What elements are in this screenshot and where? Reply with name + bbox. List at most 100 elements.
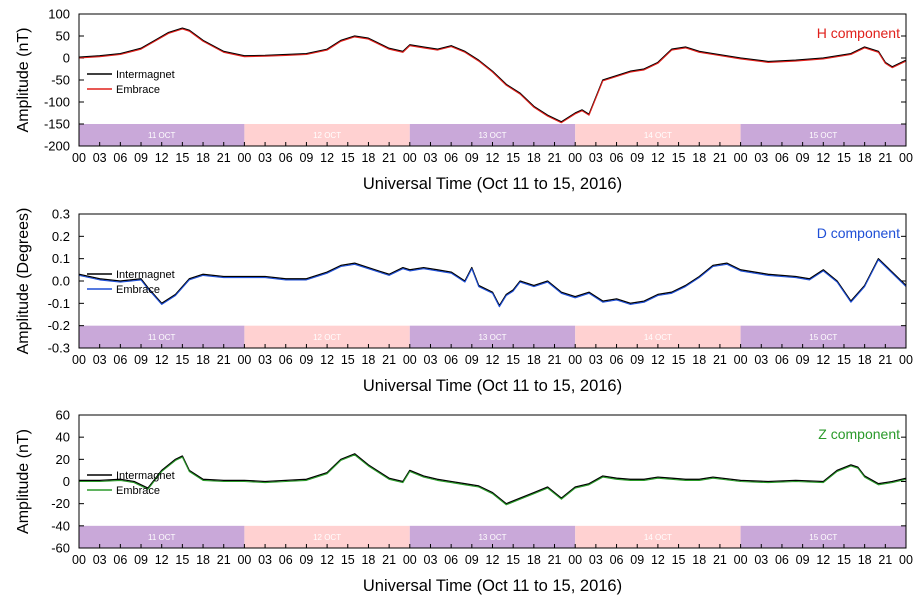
z-x-tick-label: 18 [361, 553, 375, 567]
d-x-tick-label: 09 [796, 353, 810, 367]
z-day-band [79, 525, 245, 548]
h-series-intermagnet [78, 27, 907, 123]
d-x-tick-label: 21 [217, 353, 231, 367]
h-x-tick-label: 21 [382, 151, 396, 165]
h-x-tick-label: 03 [754, 151, 768, 165]
d-x-tick-label: 21 [548, 353, 562, 367]
d-x-tick-label: 15 [506, 353, 520, 367]
z-x-tick-label: 21 [382, 553, 396, 567]
h-day-band [575, 124, 741, 146]
z-x-tick-label: 09 [630, 553, 644, 567]
h-x-tick-label: 03 [424, 151, 438, 165]
h-x-tick-label: 09 [465, 151, 479, 165]
d-x-tick-label: 21 [878, 353, 892, 367]
d-day-label: 13 OCT [478, 333, 506, 342]
d-x-tick-label: 12 [320, 353, 334, 367]
z-x-tick-label: 15 [837, 553, 851, 567]
z-x-tick-label: 18 [527, 553, 541, 567]
d-series-intermagnet [78, 258, 907, 307]
z-x-tick-label: 09 [465, 553, 479, 567]
z-x-tick-label: 21 [217, 553, 231, 567]
d-x-tick-label: 00 [734, 353, 748, 367]
z-x-tick-label: 09 [299, 553, 313, 567]
h-legend-embrace: Embrace [116, 84, 160, 96]
d-x-tick-label: 00 [237, 353, 251, 367]
h-x-tick-label: 15 [506, 151, 520, 165]
h-legend: Intermagnet Embrace [87, 69, 175, 96]
z-y-tick-label: 20 [56, 452, 70, 467]
d-x-tick-label: 12 [155, 353, 169, 367]
d-x-tick-label: 18 [858, 353, 872, 367]
d-y-tick-label: 0.1 [52, 251, 70, 266]
h-x-tick-label: 00 [568, 151, 582, 165]
d-x-tick-label: 03 [93, 353, 107, 367]
z-x-tick-label: 06 [610, 553, 624, 567]
h-x-tick-label: 03 [258, 151, 272, 165]
d-x-tick-label: 09 [299, 353, 313, 367]
h-day-label: 14 OCT [644, 131, 672, 140]
z-x-tick-label: 00 [72, 553, 86, 567]
h-x-tick-label: 18 [196, 151, 210, 165]
h-x-tick-label: 15 [341, 151, 355, 165]
h-y-tick-label: 0 [63, 51, 70, 66]
z-x-tick-label: 03 [93, 553, 107, 567]
d-day-band [740, 325, 906, 348]
d-x-tick-label: 00 [403, 353, 417, 367]
h-day-band [740, 124, 906, 146]
h-x-tick-label: 00 [734, 151, 748, 165]
z-x-tick-label: 12 [486, 553, 500, 567]
h-x-tick-label: 18 [692, 151, 706, 165]
z-y-tick-label: 40 [56, 430, 70, 445]
h-y-tick-label: -100 [44, 95, 70, 110]
h-x-tick-label: 21 [713, 151, 727, 165]
h-y-tick-label: -200 [44, 139, 70, 154]
z-x-tick-label: 06 [113, 553, 127, 567]
z-x-tick-label: 00 [899, 553, 913, 567]
d-y-axis-label: Amplitude (Degrees) [15, 208, 32, 355]
h-x-tick-label: 06 [775, 151, 789, 165]
z-day-label: 14 OCT [644, 533, 672, 542]
h-x-tick-label: 09 [134, 151, 148, 165]
h-day-label: 12 OCT [313, 131, 341, 140]
d-x-tick-label: 09 [630, 353, 644, 367]
z-legend: Intermagnet Embrace [87, 470, 175, 497]
z-x-tick-label: 18 [858, 553, 872, 567]
d-legend-embrace: Embrace [116, 284, 160, 296]
d-legend-intermagnet: Intermagnet [116, 269, 175, 281]
d-y-tick-label: -0.2 [48, 318, 70, 333]
h-y-tick-label: 100 [48, 7, 70, 22]
z-day-label: 12 OCT [313, 533, 341, 542]
z-y-tick-label: 60 [56, 408, 70, 423]
z-x-axis-label: Universal Time (Oct 11 to 15, 2016) [363, 577, 622, 595]
h-x-tick-label: 00 [899, 151, 913, 165]
d-component-title: D component [817, 225, 900, 241]
h-y-tick-label: -150 [44, 117, 70, 132]
z-x-tick-label: 06 [279, 553, 293, 567]
d-x-tick-label: 03 [424, 353, 438, 367]
z-x-tick-label: 15 [175, 553, 189, 567]
h-x-tick-label: 00 [403, 151, 417, 165]
h-day-label: 11 OCT [148, 131, 176, 140]
z-x-tick-label: 06 [775, 553, 789, 567]
d-day-label: 11 OCT [148, 333, 176, 342]
z-y-tick-label: -60 [51, 541, 70, 556]
d-x-tick-label: 09 [465, 353, 479, 367]
d-x-tick-label: 03 [754, 353, 768, 367]
h-x-tick-label: 15 [175, 151, 189, 165]
d-x-tick-label: 03 [258, 353, 272, 367]
d-day-band [244, 325, 410, 348]
d-x-tick-label: 12 [486, 353, 500, 367]
z-day-band [409, 525, 576, 548]
d-x-tick-label: 12 [816, 353, 830, 367]
d-day-band [79, 325, 245, 348]
z-series-embrace [79, 454, 907, 506]
d-x-tick-label: 00 [568, 353, 582, 367]
h-x-tick-label: 09 [796, 151, 810, 165]
d-x-tick-label: 06 [610, 353, 624, 367]
d-x-tick-label: 21 [382, 353, 396, 367]
h-x-tick-label: 12 [320, 151, 334, 165]
d-x-tick-label: 18 [692, 353, 706, 367]
z-y-tick-label: 0 [63, 474, 70, 489]
d-panel: 11 OCT 12 OCT 13 OCT 14 OCT 15 OCT 0.3 0.2 0.1… [15, 207, 913, 396]
h-x-tick-label: 21 [548, 151, 562, 165]
